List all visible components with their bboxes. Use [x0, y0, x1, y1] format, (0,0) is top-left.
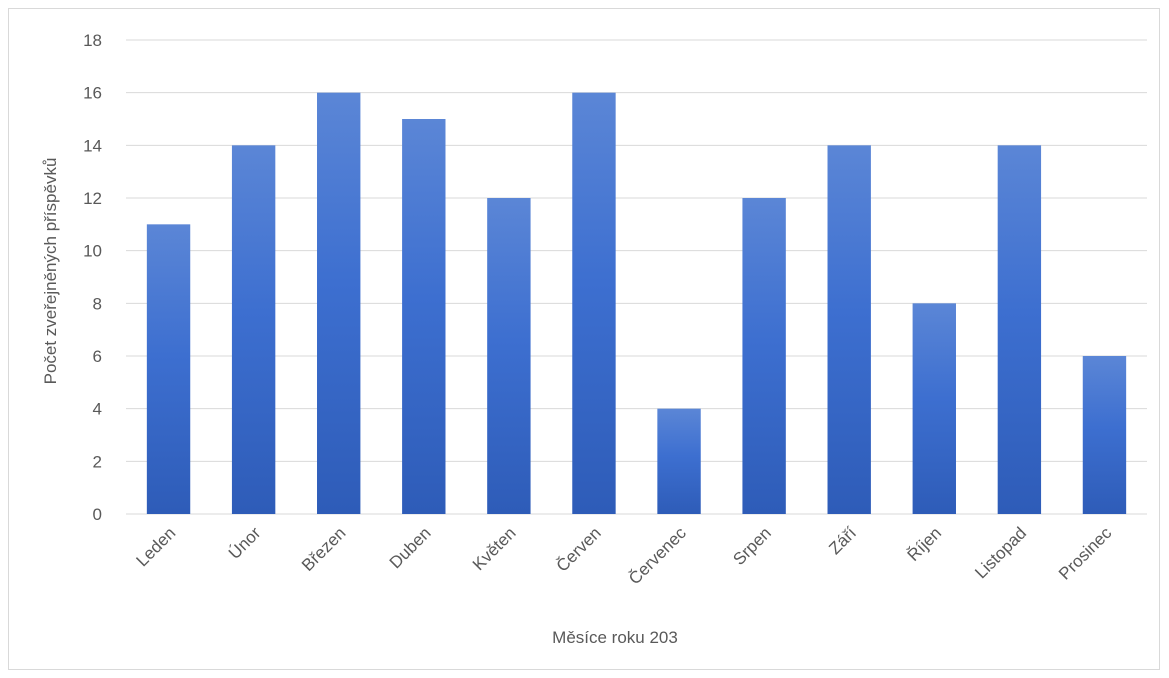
y-axis-ticks: 0 2 4 6 8 10 12 14 16 18 [83, 31, 102, 524]
x-tick-label: Květen [469, 523, 520, 574]
x-axis-ticks: Leden Únor Březen Duben Květen Červen Červenec… [133, 523, 1116, 588]
bar-říjen [912, 303, 956, 514]
y-tick-label: 18 [83, 31, 102, 50]
x-tick-label: Prosinec [1055, 523, 1116, 584]
y-tick-label: 4 [93, 400, 102, 419]
bar-květen [487, 198, 531, 514]
bar-chart: 0 2 4 6 8 10 12 14 16 18 Leden Únor Březen Duben Květ… [41, 31, 1147, 647]
chart-frame: 0 2 4 6 8 10 12 14 16 18 Leden Únor Březen Duben Květ… [8, 8, 1160, 670]
y-axis-title: Počet zveřejněných příspěvků [41, 158, 60, 385]
y-tick-label: 10 [83, 242, 102, 261]
bar-červenec [657, 408, 701, 514]
bar-únor [231, 145, 276, 515]
bar-leden [146, 224, 191, 515]
bar-listopad [997, 145, 1042, 515]
bar-prosinec [1082, 356, 1127, 514]
y-tick-label: 6 [93, 347, 102, 366]
x-tick-label: Červen [553, 523, 605, 575]
y-tick-label: 8 [93, 294, 102, 313]
gridlines [126, 39, 1147, 515]
x-tick-label: Únor [225, 523, 265, 563]
bar-březen [317, 92, 361, 515]
bar-září [827, 145, 871, 515]
x-tick-label: Duben [386, 523, 435, 572]
bar-červen [572, 92, 616, 515]
x-tick-label: Leden [133, 523, 180, 570]
x-axis-title: Měsíce roku 203 [552, 628, 678, 647]
x-tick-label: Říjen [904, 523, 945, 564]
x-tick-label: Září [825, 523, 860, 558]
y-tick-label: 12 [83, 189, 102, 208]
x-tick-label: Červenec [625, 523, 690, 588]
x-tick-label: Srpen [729, 523, 775, 569]
bar-duben [402, 119, 446, 514]
x-tick-label: Listopad [971, 523, 1030, 582]
y-tick-label: 2 [93, 452, 102, 471]
bars [146, 92, 1127, 515]
y-tick-label: 0 [93, 505, 102, 524]
x-tick-label: Březen [298, 523, 350, 575]
bar-srpen [742, 198, 786, 514]
y-tick-label: 14 [83, 136, 102, 155]
y-tick-label: 16 [83, 84, 102, 103]
